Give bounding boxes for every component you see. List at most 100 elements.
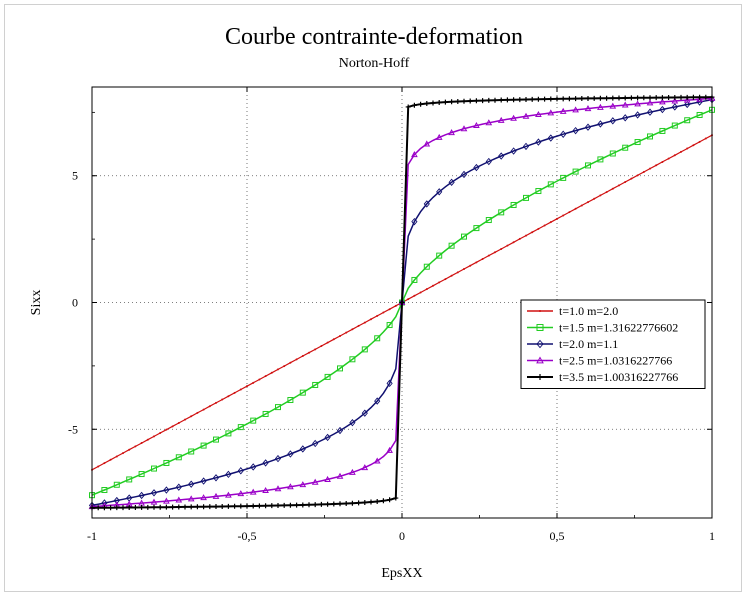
data-point xyxy=(312,502,318,508)
data-point xyxy=(536,324,544,331)
data-point xyxy=(295,358,298,361)
data-point xyxy=(460,170,468,179)
data-point xyxy=(201,504,207,510)
data-point xyxy=(573,96,579,102)
x-tick-label: -0,5 xyxy=(238,529,257,543)
data-point xyxy=(188,448,195,455)
data-point xyxy=(450,274,453,277)
data-point xyxy=(411,151,418,158)
data-point xyxy=(624,181,627,184)
data-point xyxy=(274,454,282,463)
data-point xyxy=(671,122,678,129)
data-point xyxy=(523,194,529,201)
data-point xyxy=(200,442,207,449)
y-tick-label: -5 xyxy=(68,422,78,436)
data-point xyxy=(113,481,120,488)
data-point xyxy=(456,271,459,274)
data-point xyxy=(413,294,416,297)
data-point xyxy=(684,100,691,109)
data-point xyxy=(448,242,455,249)
data-point xyxy=(270,371,273,374)
data-point xyxy=(599,194,602,197)
data-point xyxy=(114,505,120,511)
data-point xyxy=(362,499,368,505)
data-point xyxy=(374,397,381,405)
data-point xyxy=(244,503,250,509)
data-point xyxy=(690,94,696,100)
data-point xyxy=(622,114,629,122)
data-point xyxy=(703,94,709,100)
data-point xyxy=(659,127,666,134)
data-point xyxy=(461,98,467,104)
data-point xyxy=(609,102,617,109)
data-point xyxy=(597,156,604,163)
data-point xyxy=(535,110,542,117)
data-point xyxy=(157,504,163,510)
data-point xyxy=(387,497,393,503)
data-point xyxy=(200,477,207,485)
data-point xyxy=(368,499,374,505)
data-point xyxy=(336,426,344,435)
data-point xyxy=(529,96,535,102)
data-point xyxy=(510,201,517,208)
data-point xyxy=(232,503,238,509)
data-point xyxy=(436,252,443,259)
data-point xyxy=(559,107,567,114)
data-point xyxy=(473,225,480,232)
data-point xyxy=(212,492,220,499)
data-point xyxy=(356,500,362,506)
data-point xyxy=(163,497,170,504)
data-point xyxy=(593,197,596,200)
data-point xyxy=(215,401,217,404)
data-point xyxy=(522,112,530,119)
data-point xyxy=(467,98,473,104)
data-point xyxy=(258,378,261,381)
legend-label: t=2.0 m=1.1 xyxy=(559,337,618,351)
data-point xyxy=(444,278,447,281)
data-point xyxy=(506,244,509,247)
data-point xyxy=(163,459,170,466)
data-point xyxy=(165,428,168,431)
data-point xyxy=(536,356,544,364)
data-point xyxy=(542,96,548,102)
data-point xyxy=(357,324,360,327)
data-point xyxy=(221,398,224,401)
data-point xyxy=(374,498,380,504)
data-point xyxy=(109,458,112,461)
data-point xyxy=(159,432,162,435)
data-point xyxy=(184,418,186,421)
data-point xyxy=(430,100,436,106)
data-point xyxy=(145,504,151,510)
data-point xyxy=(386,322,393,329)
data-point xyxy=(339,334,341,337)
data-point xyxy=(537,227,540,230)
data-point xyxy=(411,217,418,226)
data-point xyxy=(647,95,653,101)
data-point xyxy=(485,217,492,224)
data-point xyxy=(655,164,658,167)
data-point xyxy=(525,234,527,237)
data-point xyxy=(399,300,405,305)
data-point xyxy=(510,147,517,155)
data-point xyxy=(314,348,317,351)
data-point xyxy=(486,97,492,103)
data-point xyxy=(680,150,682,153)
data-point xyxy=(246,385,248,388)
data-point xyxy=(636,174,639,177)
data-point xyxy=(554,96,560,102)
data-point xyxy=(299,389,306,396)
data-point xyxy=(411,102,417,108)
legend-item: t=2.0 m=1.1 xyxy=(527,337,618,351)
data-point xyxy=(126,505,132,511)
x-tick-label: 1 xyxy=(709,529,715,543)
data-point xyxy=(704,137,707,140)
data-point xyxy=(200,494,207,501)
data-point xyxy=(678,94,684,100)
data-point xyxy=(635,95,641,101)
data-point xyxy=(698,140,701,143)
data-point xyxy=(208,405,211,408)
x-tick-label: 0 xyxy=(399,529,405,543)
data-point xyxy=(370,318,372,321)
data-point xyxy=(549,221,552,224)
